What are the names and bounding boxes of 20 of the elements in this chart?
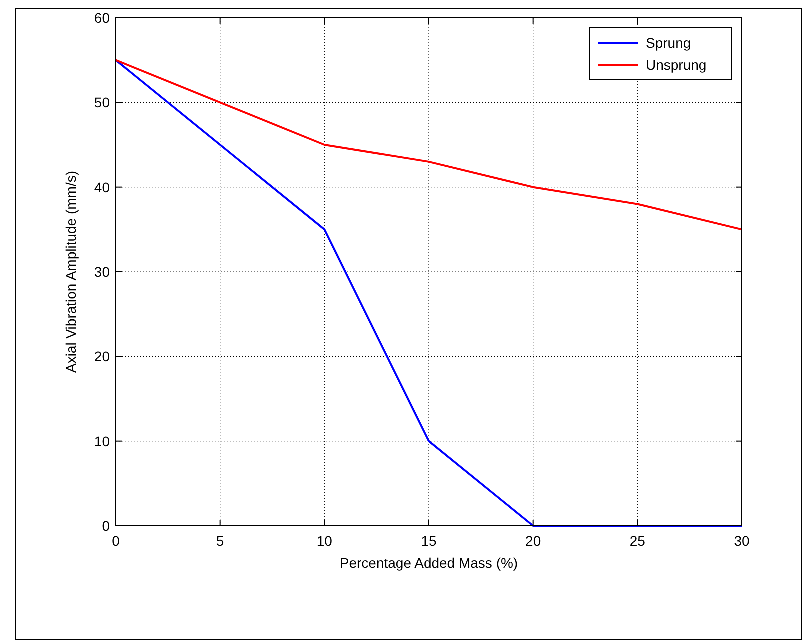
x-tick-label: 30 (734, 533, 750, 549)
x-tick-label: 10 (316, 533, 333, 549)
line-series (115, 59, 743, 231)
y-tick-label: 20 (94, 348, 110, 365)
y-tick-label: 0 (102, 518, 110, 534)
legend-label: Sprung (646, 35, 692, 51)
x-tick-label: 15 (421, 533, 437, 549)
y-axis-title: Axial Vibration Amplitude (mm/s) (63, 170, 79, 374)
x-axis-title: Percentage Added Mass (%) (340, 555, 518, 571)
x-tick-label: 5 (216, 533, 224, 549)
y-tick-label: 50 (94, 94, 110, 111)
y-tick-label: 10 (94, 433, 110, 450)
x-tick-label: 20 (526, 533, 542, 549)
legend-label: Unsprung (646, 57, 707, 73)
y-tick-label: 40 (94, 179, 110, 196)
y-tick-label: 60 (94, 10, 110, 26)
x-tick-label: 25 (630, 533, 646, 549)
line-series (115, 59, 743, 527)
y-tick-label: 30 (94, 264, 110, 280)
x-tick-label: 0 (112, 533, 120, 549)
